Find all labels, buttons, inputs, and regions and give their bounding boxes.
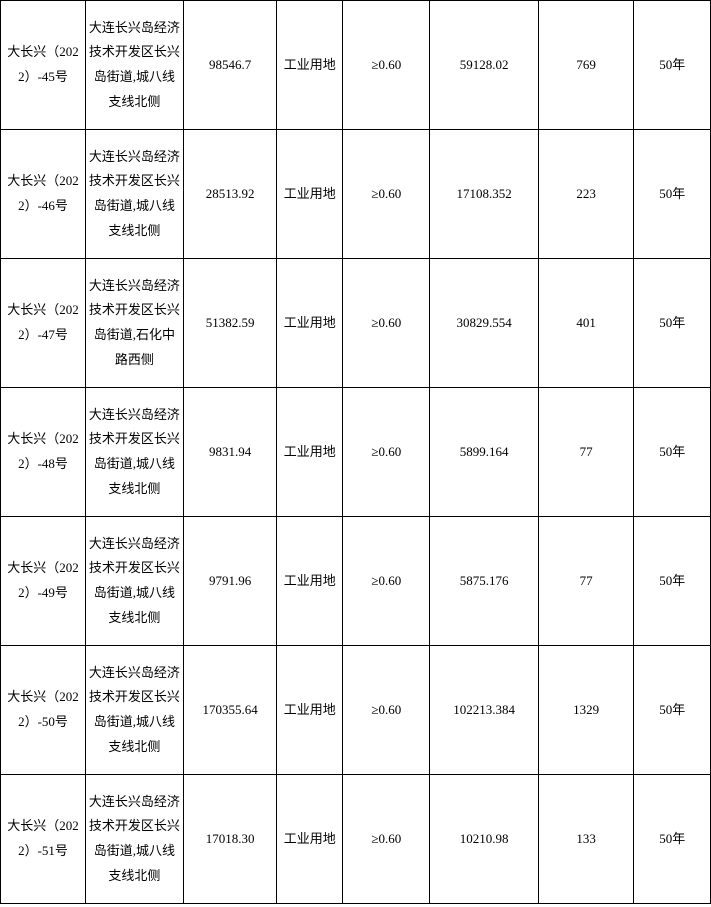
cell-ratio: ≥0.60: [343, 775, 430, 904]
cell-area: 17018.30: [183, 775, 277, 904]
table-row: 大长兴（2022）-46号 大连长兴岛经济技术开发区长兴岛街道,城八线支线北侧 …: [1, 130, 711, 259]
cell-use: 工业用地: [277, 1, 343, 130]
cell-build-area: 5899.164: [430, 388, 538, 517]
cell-use: 工业用地: [277, 259, 343, 388]
cell-build-area: 59128.02: [430, 1, 538, 130]
cell-id: 大长兴（2022）-45号: [1, 1, 86, 130]
cell-price: 769: [538, 1, 634, 130]
cell-area: 51382.59: [183, 259, 277, 388]
table-row: 大长兴（2022）-47号 大连长兴岛经济技术开发区长兴岛街道,石化中路西侧 5…: [1, 259, 711, 388]
cell-price: 133: [538, 775, 634, 904]
cell-id: 大长兴（2022）-50号: [1, 646, 86, 775]
cell-use: 工业用地: [277, 646, 343, 775]
cell-term: 50年: [634, 259, 711, 388]
cell-term: 50年: [634, 1, 711, 130]
cell-term: 50年: [634, 646, 711, 775]
cell-id: 大长兴（2022）-48号: [1, 388, 86, 517]
cell-build-area: 5875.176: [430, 517, 538, 646]
table-row: 大长兴（2022）-49号 大连长兴岛经济技术开发区长兴岛街道,城八线支线北侧 …: [1, 517, 711, 646]
cell-term: 50年: [634, 775, 711, 904]
cell-id: 大长兴（2022）-46号: [1, 130, 86, 259]
cell-price: 1329: [538, 646, 634, 775]
table-row: 大长兴（2022）-50号 大连长兴岛经济技术开发区长兴岛街道,城八线支线北侧 …: [1, 646, 711, 775]
cell-term: 50年: [634, 130, 711, 259]
cell-use: 工业用地: [277, 517, 343, 646]
cell-use: 工业用地: [277, 775, 343, 904]
cell-id: 大长兴（2022）-47号: [1, 259, 86, 388]
cell-location: 大连长兴岛经济技术开发区长兴岛街道,城八线支线北侧: [86, 388, 184, 517]
cell-ratio: ≥0.60: [343, 259, 430, 388]
cell-use: 工业用地: [277, 388, 343, 517]
cell-location: 大连长兴岛经济技术开发区长兴岛街道,城八线支线北侧: [86, 646, 184, 775]
land-table: 大长兴（2022）-45号 大连长兴岛经济技术开发区长兴岛街道,城八线支线北侧 …: [0, 0, 711, 904]
cell-location: 大连长兴岛经济技术开发区长兴岛街道,城八线支线北侧: [86, 130, 184, 259]
cell-area: 9831.94: [183, 388, 277, 517]
cell-location: 大连长兴岛经济技术开发区长兴岛街道,城八线支线北侧: [86, 775, 184, 904]
cell-area: 98546.7: [183, 1, 277, 130]
cell-area: 9791.96: [183, 517, 277, 646]
table-row: 大长兴（2022）-48号 大连长兴岛经济技术开发区长兴岛街道,城八线支线北侧 …: [1, 388, 711, 517]
cell-build-area: 102213.384: [430, 646, 538, 775]
cell-term: 50年: [634, 388, 711, 517]
cell-build-area: 30829.554: [430, 259, 538, 388]
cell-location: 大连长兴岛经济技术开发区长兴岛街道,城八线支线北侧: [86, 1, 184, 130]
cell-area: 28513.92: [183, 130, 277, 259]
cell-price: 223: [538, 130, 634, 259]
cell-ratio: ≥0.60: [343, 646, 430, 775]
cell-ratio: ≥0.60: [343, 130, 430, 259]
cell-build-area: 10210.98: [430, 775, 538, 904]
cell-location: 大连长兴岛经济技术开发区长兴岛街道,石化中路西侧: [86, 259, 184, 388]
cell-use: 工业用地: [277, 130, 343, 259]
table-row: 大长兴（2022）-45号 大连长兴岛经济技术开发区长兴岛街道,城八线支线北侧 …: [1, 1, 711, 130]
cell-id: 大长兴（2022）-51号: [1, 775, 86, 904]
cell-ratio: ≥0.60: [343, 517, 430, 646]
land-table-container: 大长兴（2022）-45号 大连长兴岛经济技术开发区长兴岛街道,城八线支线北侧 …: [0, 0, 711, 904]
cell-ratio: ≥0.60: [343, 388, 430, 517]
cell-ratio: ≥0.60: [343, 1, 430, 130]
cell-price: 77: [538, 517, 634, 646]
cell-id: 大长兴（2022）-49号: [1, 517, 86, 646]
table-body: 大长兴（2022）-45号 大连长兴岛经济技术开发区长兴岛街道,城八线支线北侧 …: [1, 1, 711, 904]
cell-area: 170355.64: [183, 646, 277, 775]
cell-location: 大连长兴岛经济技术开发区长兴岛街道,城八线支线北侧: [86, 517, 184, 646]
cell-price: 77: [538, 388, 634, 517]
table-row: 大长兴（2022）-51号 大连长兴岛经济技术开发区长兴岛街道,城八线支线北侧 …: [1, 775, 711, 904]
cell-build-area: 17108.352: [430, 130, 538, 259]
cell-price: 401: [538, 259, 634, 388]
cell-term: 50年: [634, 517, 711, 646]
